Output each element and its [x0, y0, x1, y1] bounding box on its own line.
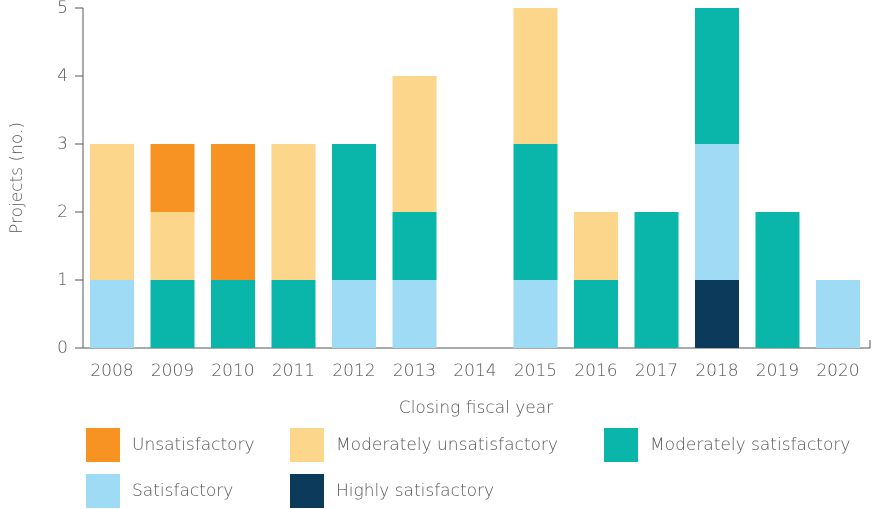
- legend-label: Unsatisfactory: [132, 435, 255, 455]
- x-tick-label: 2009: [151, 361, 194, 381]
- bar-segment: [695, 280, 739, 348]
- x-tick-label: 2020: [816, 361, 859, 381]
- bar-segment: [513, 144, 558, 280]
- x-tick-label: 2010: [211, 361, 254, 381]
- bar-segment: [150, 280, 195, 348]
- bar-segment: [211, 280, 255, 348]
- y-tick-label: 5: [57, 0, 68, 18]
- legend-swatch: [290, 474, 324, 508]
- y-tick-label: 1: [57, 270, 68, 290]
- x-tick-label: 2013: [393, 361, 436, 381]
- bar-segment: [271, 144, 316, 280]
- bar-segment: [755, 212, 800, 348]
- legend-label: Highly satisfactory: [336, 481, 494, 501]
- bar-segment: [513, 8, 558, 144]
- legend-label: Moderately unsatisfactory: [336, 435, 558, 455]
- y-tick-label: 4: [57, 66, 68, 86]
- x-tick-label: 2008: [90, 361, 133, 381]
- x-tick-label: 2016: [574, 361, 617, 381]
- x-tick-label: 2015: [514, 361, 557, 381]
- bar-segment: [695, 8, 739, 144]
- bar-segment: [90, 280, 134, 348]
- bar-segment: [634, 212, 679, 348]
- y-tick-label: 0: [57, 338, 68, 358]
- legend-swatch: [604, 428, 638, 462]
- x-tick-label: 2018: [695, 361, 738, 381]
- bar-segment: [392, 212, 437, 280]
- bar-segment: [332, 280, 376, 348]
- bar-segment: [392, 280, 437, 348]
- y-tick-label: 2: [57, 202, 68, 222]
- legend-swatch: [290, 428, 324, 462]
- bar-segment: [816, 280, 860, 348]
- bar-segment: [574, 280, 618, 348]
- legend-label: Moderately satisfactory: [650, 435, 850, 455]
- legend-label: Satisfactory: [132, 481, 233, 501]
- x-tick-label: 2014: [453, 361, 496, 381]
- bar-segment: [392, 76, 437, 212]
- x-tick-label: 2019: [756, 361, 799, 381]
- bar-segment: [332, 144, 376, 280]
- bar-segment: [150, 212, 195, 280]
- y-axis-title: Projects (no.): [7, 122, 27, 234]
- legend-swatch: [86, 474, 120, 508]
- legend-swatch: [86, 428, 120, 462]
- x-axis-title: Closing fiscal year: [399, 398, 553, 418]
- bar-segment: [271, 280, 316, 348]
- bar-segment: [513, 280, 558, 348]
- bar-segment: [150, 144, 195, 212]
- bar-segment: [211, 144, 255, 280]
- bar-segment: [574, 212, 618, 280]
- x-tick-label: 2017: [635, 361, 678, 381]
- y-tick-label: 3: [57, 134, 68, 154]
- x-tick-label: 2012: [332, 361, 375, 381]
- bar-segment: [90, 144, 134, 280]
- x-tick-label: 2011: [272, 361, 315, 381]
- bar-segment: [695, 144, 739, 280]
